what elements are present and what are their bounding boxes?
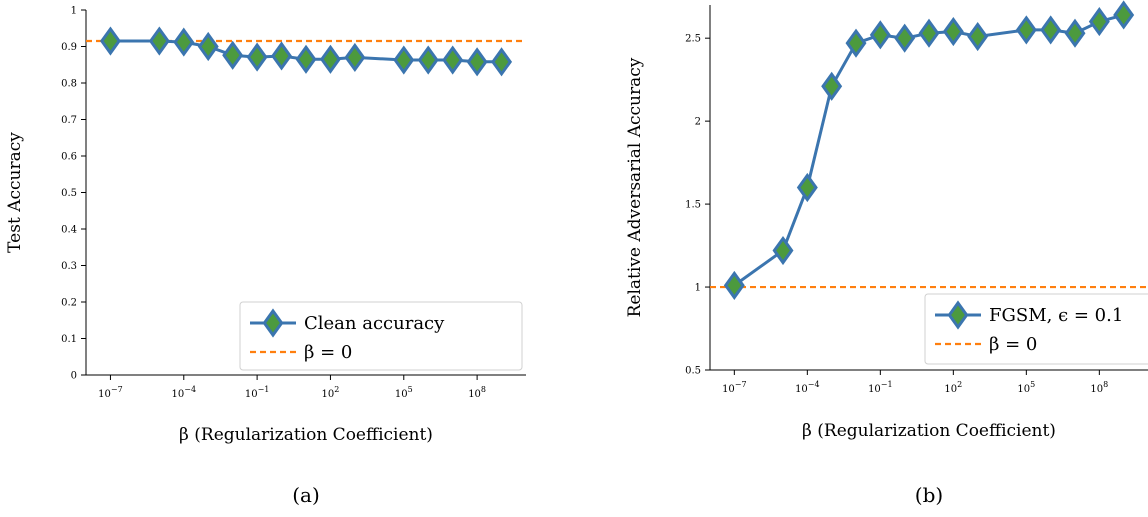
y-tick-label: 2.5 — [685, 34, 701, 45]
x-tick-label: 108 — [1090, 380, 1108, 395]
x-tick-label: 10−4 — [795, 380, 820, 395]
y-axis-title: Relative Adversarial Accuracy — [625, 57, 645, 317]
x-tick-label: 105 — [1017, 380, 1035, 395]
x-tick-label: 102 — [322, 385, 340, 400]
data-point — [393, 45, 415, 75]
data-point — [772, 235, 794, 266]
legend-series-label: Clean accuracy — [304, 313, 445, 334]
legend-box — [924, 293, 1148, 365]
data-point — [942, 16, 964, 47]
data-point — [295, 44, 317, 74]
panel-a: 0 0.1 0.2 0.3 0.4 0.5 0.6 0.7 0.8 0.9 1 10−7 10−4 10−… — [5, 6, 526, 507]
legend: FGSM, ϵ = 0.1 β = 0 — [924, 293, 1148, 365]
x-tick-label: 10−7 — [722, 380, 747, 395]
x-axis-title: β (Regularization Coefficient) — [802, 421, 1056, 441]
x-tick-label: 10−4 — [172, 385, 197, 400]
y-tick-label: 0.4 — [61, 225, 77, 236]
y-tick-label: 0.1 — [61, 334, 77, 345]
y-tick-label: 0.3 — [61, 261, 77, 272]
legend-baseline-label: β = 0 — [989, 334, 1037, 355]
legend-series-marker — [262, 308, 284, 338]
data-point — [173, 27, 195, 57]
x-tick-label: 108 — [468, 385, 486, 400]
data-point — [148, 26, 170, 56]
data-point — [197, 31, 219, 62]
data-point — [1113, 0, 1135, 30]
panel-b: 0.5 1 1.5 2 2.5 10−7 10−4 10−1 102 105 108 β (Regul… — [625, 0, 1148, 507]
x-tick-label: 105 — [395, 385, 413, 400]
y-tick-label: 1.5 — [685, 200, 701, 211]
data-point — [271, 41, 293, 71]
data-point — [869, 20, 891, 50]
data-point — [491, 47, 513, 77]
y-tick-label: 0.6 — [61, 152, 77, 163]
legend: Clean accuracy β = 0 — [239, 301, 523, 371]
legend-box — [239, 301, 523, 371]
y-tick-label: 0.9 — [61, 42, 77, 53]
y-tick-label: 0.7 — [61, 115, 77, 126]
y-tick-label: 0.5 — [61, 188, 77, 199]
data-point — [246, 42, 268, 72]
y-axis-title: Test Accuracy — [5, 132, 25, 253]
legend-series-marker — [947, 300, 969, 330]
data-point — [442, 45, 464, 75]
data-point — [967, 21, 989, 52]
y-tick-label: 2 — [695, 117, 701, 128]
y-tick-label: 1 — [71, 6, 77, 17]
data-point — [894, 23, 916, 53]
x-tick-label: 102 — [944, 380, 962, 395]
data-point — [796, 172, 818, 203]
y-tick-label: 0.5 — [685, 366, 701, 377]
series-line — [733, 13, 1125, 287]
legend-baseline-label: β = 0 — [304, 342, 352, 363]
y-tick-label: 1 — [695, 283, 701, 294]
data-point — [1064, 18, 1086, 48]
data-point — [222, 40, 244, 70]
y-tick-label: 0 — [71, 371, 77, 382]
x-tick-label: 10−1 — [245, 385, 270, 400]
panel-caption: (a) — [292, 483, 320, 507]
data-point — [1040, 15, 1062, 45]
data-point — [466, 47, 488, 77]
data-point — [1015, 15, 1037, 45]
y-tick-label: 0.8 — [61, 79, 77, 90]
data-point — [344, 42, 366, 73]
data-point — [845, 28, 867, 58]
y-tick-label: 0.2 — [61, 298, 77, 309]
panel-caption: (b) — [915, 483, 943, 507]
data-point — [1088, 7, 1110, 37]
data-point — [918, 18, 940, 48]
x-tick-label: 10−1 — [868, 380, 893, 395]
data-point — [417, 45, 439, 75]
data-point — [723, 270, 745, 300]
x-axis-title: β (Regularization Coefficient) — [179, 425, 433, 445]
x-tick-label: 10−7 — [98, 385, 123, 400]
data-point — [319, 44, 341, 74]
data-point — [99, 26, 121, 56]
data-point — [821, 71, 843, 101]
legend-series-label: FGSM, ϵ = 0.1 — [989, 305, 1123, 326]
